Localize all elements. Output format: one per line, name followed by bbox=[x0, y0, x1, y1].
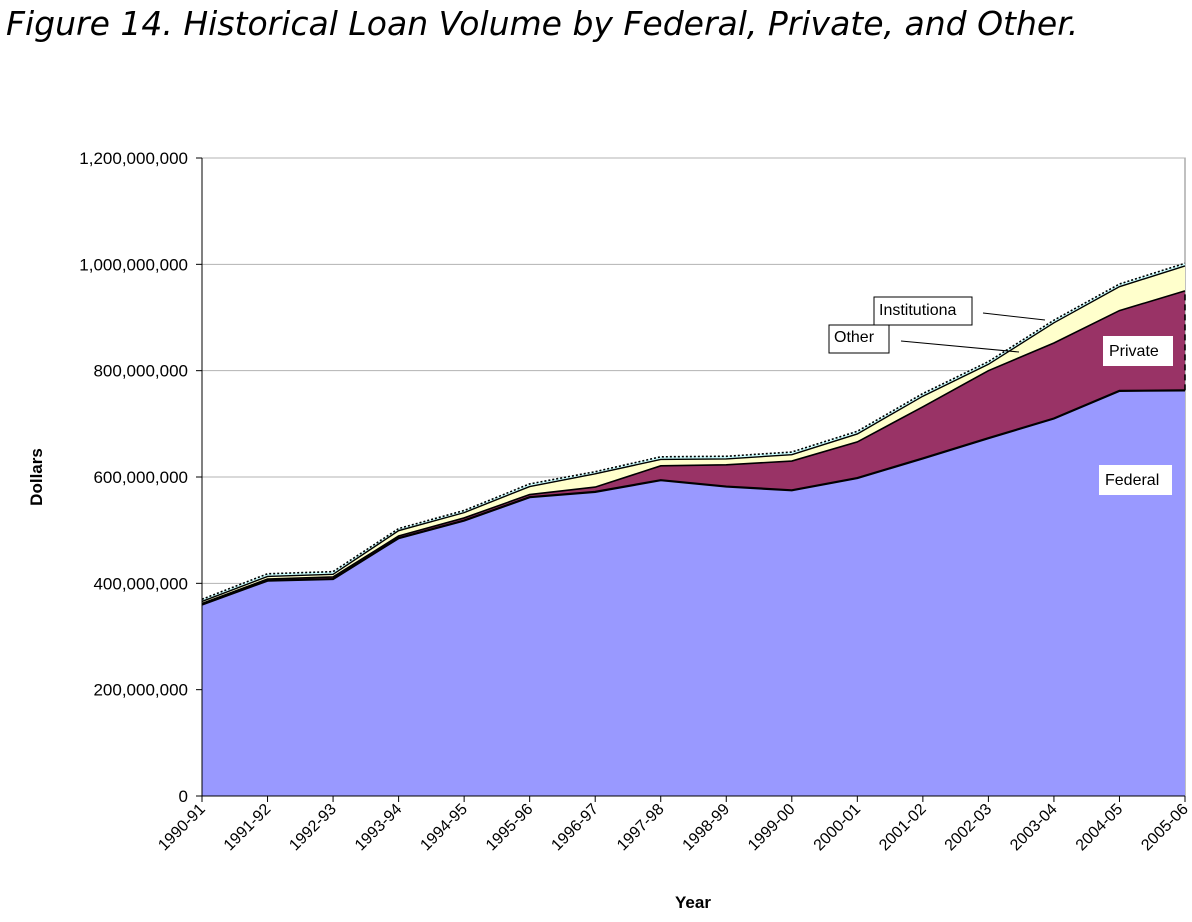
x-tick-label: 2003-04 bbox=[1007, 801, 1061, 855]
boundary-lines bbox=[201, 262, 1186, 606]
label-box-private bbox=[1103, 336, 1173, 366]
x-axis-title: Year bbox=[675, 893, 711, 912]
line-federal bbox=[201, 389, 1186, 606]
figure-title: Figure 14. Historical Loan Volume by Fed… bbox=[6, 4, 1079, 43]
x-tick-label: 1994-95 bbox=[417, 801, 471, 855]
x-tick-label: 1991-92 bbox=[221, 801, 275, 855]
y-tick-label: 1,000,000,000 bbox=[79, 255, 188, 274]
leader-line-institutiona bbox=[982, 312, 1046, 321]
label-box-other bbox=[828, 324, 890, 354]
x-tick-label: 2001-02 bbox=[876, 801, 930, 855]
x-tick-label: 1993-94 bbox=[352, 801, 406, 855]
y-tick-label: 0 bbox=[179, 787, 188, 806]
y-axis-title: Dollars bbox=[27, 448, 46, 506]
y-tick-label: 400,000,000 bbox=[93, 574, 188, 593]
x-tick-label: 1990-91 bbox=[155, 801, 209, 855]
series-label-other: Other bbox=[834, 329, 875, 346]
x-tick-label: 1996-97 bbox=[548, 801, 602, 855]
x-tick-label: 1992-93 bbox=[286, 801, 340, 855]
y-tick-label: 1,200,000,000 bbox=[79, 149, 188, 168]
series-label-institutiona: Institutiona bbox=[879, 302, 956, 319]
x-tick-label: 2005-06 bbox=[1138, 801, 1192, 855]
y-tick-label: 800,000,000 bbox=[93, 362, 188, 381]
y-tick-label: 200,000,000 bbox=[93, 681, 188, 700]
label-box-federal bbox=[1099, 465, 1172, 495]
x-tick-label: 2004-05 bbox=[1073, 801, 1127, 855]
y-tick-label: 600,000,000 bbox=[93, 468, 188, 487]
x-tick-label: 2000-01 bbox=[811, 801, 865, 855]
x-tick-label: 1999-00 bbox=[745, 801, 799, 855]
label-box-institutiona bbox=[873, 296, 973, 326]
leader-line-other bbox=[900, 340, 1020, 353]
area-federal bbox=[202, 390, 1185, 796]
series-label-federal: Federal bbox=[1105, 472, 1159, 489]
line-private bbox=[201, 290, 1186, 605]
x-tick-label: 2002-03 bbox=[942, 801, 996, 855]
line-other bbox=[201, 265, 1186, 603]
x-tick-label: 1997-98 bbox=[614, 801, 668, 855]
x-tick-label: 1998-99 bbox=[680, 801, 734, 855]
x-tick-label: 1995-96 bbox=[483, 801, 537, 855]
area-series bbox=[202, 263, 1185, 796]
series-label-private: Private bbox=[1109, 343, 1159, 360]
